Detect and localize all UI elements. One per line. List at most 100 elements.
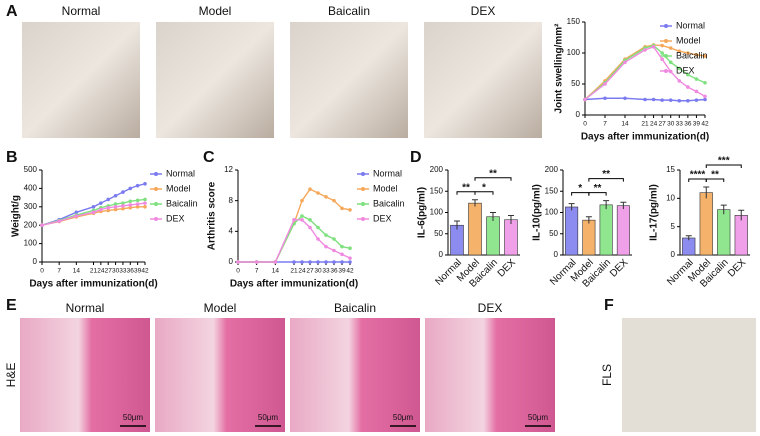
y-tick-label: 100 — [567, 48, 581, 57]
photo — [156, 22, 274, 138]
sig-label: ** — [711, 170, 719, 181]
error-bar — [568, 203, 575, 211]
x-tick-label: 33 — [676, 121, 684, 128]
legend-label: Model — [166, 183, 191, 193]
point — [99, 207, 103, 212]
point — [583, 97, 587, 102]
point — [135, 198, 140, 203]
y-tick-label: 0 — [576, 110, 581, 119]
photo — [22, 22, 140, 138]
panel-label: D — [410, 149, 422, 166]
legend-label: Model — [676, 35, 701, 45]
point — [91, 205, 96, 209]
histology — [155, 318, 285, 432]
point — [300, 198, 304, 203]
photo — [424, 22, 542, 138]
x-tick-label: 0 — [236, 268, 240, 275]
point — [348, 260, 352, 264]
bar — [468, 202, 482, 256]
x-tick-label: 33 — [322, 268, 330, 275]
photo-label: Baicalin — [334, 301, 376, 315]
y-tick-label: 50 — [571, 79, 580, 88]
point — [316, 260, 320, 264]
x-tick-label: 14 — [621, 121, 629, 128]
point — [668, 46, 673, 50]
point — [300, 214, 304, 218]
legend-label: Normal — [373, 168, 402, 178]
point — [340, 206, 344, 211]
sig-bracket — [705, 178, 725, 182]
y-axis-label: IL-6(pg/ml) — [417, 187, 428, 238]
x-tick-label: DEX — [726, 257, 749, 280]
y-tick-label: 0 — [33, 257, 38, 266]
point — [106, 208, 111, 213]
x-tick-label: 21 — [290, 268, 298, 275]
y-tick-label: 12 — [224, 165, 233, 174]
bar — [504, 219, 518, 256]
y-tick-label: 500 — [24, 165, 38, 174]
point — [643, 48, 647, 52]
point — [603, 96, 607, 101]
point — [121, 201, 125, 205]
point — [332, 260, 336, 264]
point — [623, 60, 627, 65]
sig-label: * — [578, 183, 582, 194]
point — [332, 248, 336, 253]
point — [348, 208, 352, 212]
y-tick-label: 150 — [430, 186, 444, 195]
photo-label: Model — [204, 301, 237, 315]
point — [300, 260, 304, 264]
sig-label: **** — [690, 170, 706, 181]
point — [128, 205, 133, 210]
point — [703, 97, 707, 102]
y-tick-label: 150 — [567, 17, 581, 26]
x-tick-label: 7 — [255, 268, 259, 275]
legend-marker — [154, 172, 158, 176]
y-tick-label: 200 — [24, 220, 38, 229]
sig-label: *** — [718, 156, 730, 167]
point — [308, 260, 312, 264]
bar — [699, 192, 713, 256]
x-tick-label: 24 — [298, 268, 306, 275]
error-bar — [454, 220, 460, 230]
point — [686, 85, 690, 89]
panel-label: F — [604, 297, 614, 314]
point — [143, 201, 147, 205]
point — [694, 77, 699, 81]
photo-label: Normal — [62, 4, 101, 18]
error-bar — [603, 200, 610, 210]
x-tick-label: 42 — [141, 268, 149, 275]
histology — [425, 318, 555, 432]
point — [113, 193, 118, 198]
point — [308, 187, 312, 191]
x-tick-label: 36 — [127, 268, 135, 275]
y-tick-label: 200 — [430, 165, 444, 174]
x-tick-label: 27 — [306, 268, 314, 275]
x-tick-label: 42 — [346, 268, 354, 275]
legend-marker — [361, 202, 365, 206]
photo-label: DEX — [478, 301, 503, 315]
legend-marker — [154, 187, 158, 191]
sig-bracket — [588, 192, 607, 196]
y-tick-label: 0 — [229, 257, 234, 266]
bar — [599, 204, 613, 256]
legend-marker — [664, 39, 668, 43]
point — [660, 98, 664, 102]
point — [273, 260, 278, 264]
point — [324, 233, 328, 237]
point — [703, 94, 707, 99]
y-tick-label: 100 — [24, 239, 38, 248]
point — [135, 202, 140, 206]
x-tick-label: 33 — [119, 268, 127, 275]
histology — [20, 318, 150, 432]
histology — [290, 318, 420, 432]
point — [332, 198, 336, 203]
x-tick-label: 0 — [583, 121, 587, 128]
y-tick-label: 300 — [24, 202, 38, 211]
bar — [450, 224, 464, 256]
legend-label: Baicalin — [373, 198, 405, 208]
sig-bracket — [705, 164, 742, 168]
error-bar — [620, 201, 627, 210]
x-tick-label: 30 — [667, 121, 675, 128]
y-tick-label: 8 — [229, 196, 234, 205]
